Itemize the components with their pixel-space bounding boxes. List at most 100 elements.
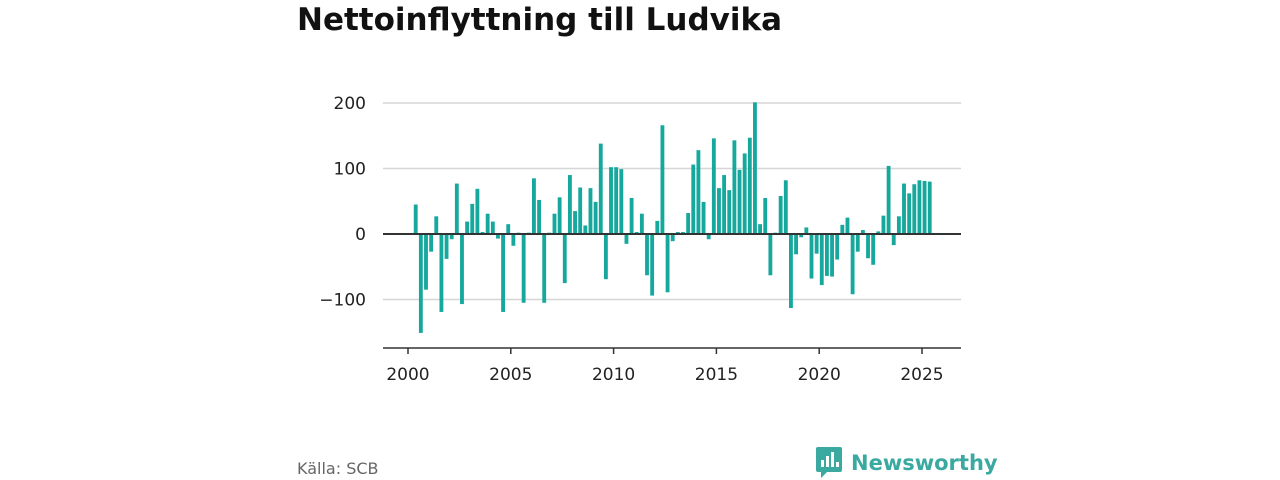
bar xyxy=(830,234,834,277)
bar xyxy=(907,193,912,234)
bar xyxy=(490,221,495,234)
bars xyxy=(413,102,932,333)
bar xyxy=(886,165,891,234)
bar xyxy=(567,175,572,234)
chart-title: Nettoinflyttning till Ludvika xyxy=(297,2,783,38)
bar xyxy=(424,234,428,290)
bar xyxy=(804,227,809,234)
bar xyxy=(542,234,547,303)
bar xyxy=(824,234,829,276)
bar xyxy=(475,188,480,234)
bar xyxy=(891,234,896,246)
bar xyxy=(855,234,860,252)
bar xyxy=(598,143,603,234)
bar xyxy=(819,234,824,286)
source-note: Källa: SCB xyxy=(297,459,379,478)
bar xyxy=(866,234,870,259)
bar xyxy=(871,234,876,265)
bar xyxy=(912,184,917,234)
bar xyxy=(629,197,634,234)
brand-name: Newsworthy xyxy=(851,451,998,475)
bar xyxy=(845,217,850,234)
x-tick-labels: 2000 2005 2010 2015 2020 2025 xyxy=(386,348,944,385)
bar xyxy=(922,180,927,234)
y-tick-label: 200 xyxy=(334,94,366,114)
axes xyxy=(383,233,961,349)
bar xyxy=(768,234,773,276)
bar xyxy=(639,213,644,234)
bar xyxy=(809,234,814,279)
bar xyxy=(701,201,706,234)
y-tick-labels: 200 100 0 −100 xyxy=(319,94,366,311)
bar xyxy=(814,234,819,254)
bar xyxy=(511,234,516,246)
bar xyxy=(896,216,901,234)
x-tick-label: 2005 xyxy=(489,365,532,385)
x-tick-label: 2010 xyxy=(592,365,635,385)
x-tick-label: 2015 xyxy=(695,365,738,385)
bar xyxy=(917,180,922,234)
bar xyxy=(537,199,541,234)
bar xyxy=(758,224,763,234)
bar xyxy=(783,180,788,234)
newsworthy-logo-icon xyxy=(816,447,842,478)
bar xyxy=(619,169,624,234)
bar xyxy=(789,234,793,309)
bar-chart: 200 100 0 −100 2000 2005 2010 2015 2020 2025 xyxy=(319,94,961,385)
brand-logo[interactable]: Newsworthy xyxy=(815,446,998,480)
bar xyxy=(696,150,701,234)
bar xyxy=(927,181,932,234)
bar xyxy=(557,197,562,234)
y-tick-label: −100 xyxy=(319,291,366,311)
bar xyxy=(434,216,439,234)
bar xyxy=(686,213,691,234)
bar xyxy=(717,188,721,234)
bar xyxy=(902,183,906,234)
bar xyxy=(737,169,742,234)
bar xyxy=(496,234,500,239)
bar xyxy=(573,211,577,234)
bar xyxy=(506,224,511,234)
bar xyxy=(552,213,557,234)
bar xyxy=(727,190,732,234)
bar xyxy=(763,197,768,234)
bar xyxy=(742,153,747,234)
bar xyxy=(794,234,798,255)
bar xyxy=(655,220,660,234)
bar xyxy=(799,234,804,238)
bar xyxy=(439,234,444,312)
bar xyxy=(578,187,583,234)
bar xyxy=(413,204,418,234)
x-tick-label: 2025 xyxy=(900,365,943,385)
bar xyxy=(665,234,670,293)
gridlines xyxy=(383,102,961,301)
x-tick-label: 2000 xyxy=(386,365,429,385)
bar xyxy=(876,231,881,234)
bar xyxy=(747,137,752,234)
bar xyxy=(465,221,470,234)
bar xyxy=(588,188,593,234)
bar xyxy=(449,234,454,240)
y-tick-label: 0 xyxy=(355,225,366,245)
bar xyxy=(753,102,757,234)
x-tick-label: 2020 xyxy=(798,365,841,385)
bar xyxy=(850,234,855,295)
bar xyxy=(624,234,629,244)
bar xyxy=(860,230,865,234)
bar xyxy=(645,234,649,276)
bar xyxy=(711,138,716,234)
bar xyxy=(583,225,588,234)
bar xyxy=(521,234,526,303)
bar xyxy=(485,213,490,234)
bar xyxy=(650,234,655,296)
bar xyxy=(840,224,845,234)
bar xyxy=(732,140,737,234)
bar xyxy=(706,234,711,240)
bar xyxy=(562,234,567,284)
bar xyxy=(429,234,434,252)
bar xyxy=(460,234,464,305)
bar xyxy=(532,178,536,234)
bar xyxy=(444,234,449,259)
bar xyxy=(614,167,619,234)
bar xyxy=(722,175,727,234)
